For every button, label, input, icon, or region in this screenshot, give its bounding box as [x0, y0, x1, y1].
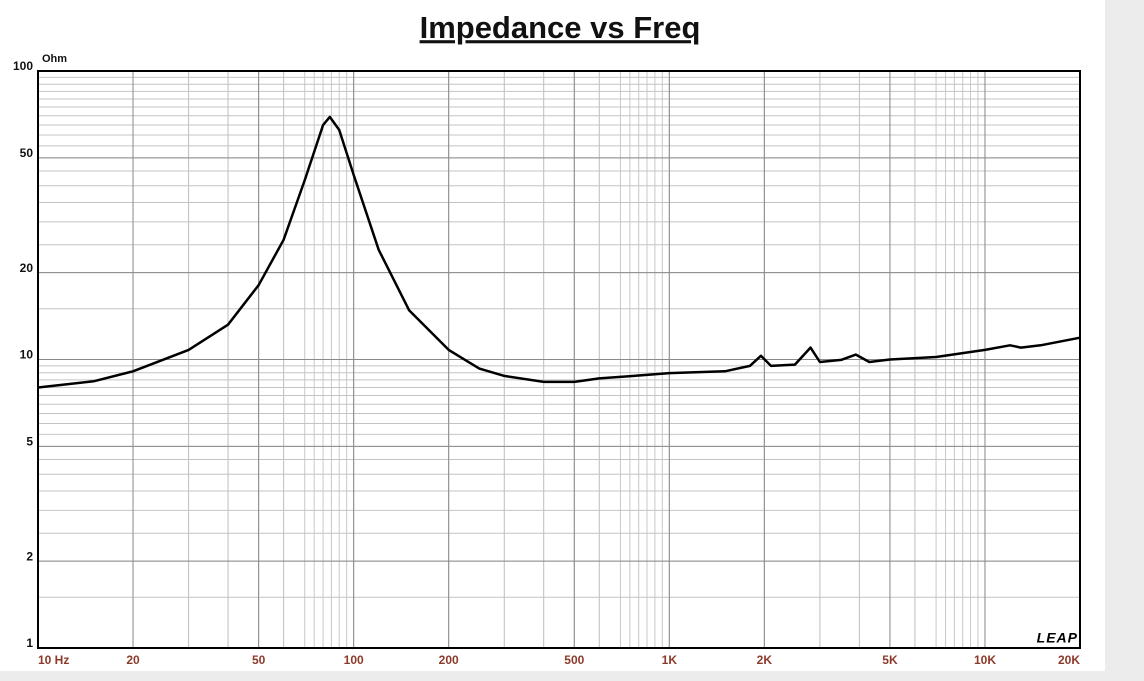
y-tick-label: 100 [13, 59, 33, 73]
x-tick-label: 20K [1058, 653, 1080, 667]
x-tick-label: 200 [439, 653, 459, 667]
grid [37, 70, 1081, 649]
x-tick-label: 10K [974, 653, 996, 667]
x-tick-label: 10 Hz [38, 653, 69, 667]
x-tick-label: 1K [662, 653, 678, 667]
y-tick-label: 2 [26, 549, 33, 563]
y-tick-label: 5 [26, 435, 33, 449]
plot-frame [37, 70, 1081, 649]
chart-title: Impedance vs Freq [420, 10, 701, 45]
y-tick-label: 1 [26, 636, 33, 650]
x-tick-label: 50 [252, 653, 266, 667]
x-tick-label: 500 [564, 653, 584, 667]
y-tick-label: 10 [20, 348, 34, 362]
y-tick-label: 20 [20, 261, 34, 275]
x-tick-label: 2K [757, 653, 773, 667]
x-tick-label: 20 [126, 653, 140, 667]
x-tick-label: 100 [344, 653, 364, 667]
x-tick-label: 5K [882, 653, 898, 667]
y-unit: Ohm [42, 53, 67, 65]
impedance-line [37, 115, 1081, 389]
bottom-strip [0, 671, 1144, 681]
y-tick-label: 50 [20, 146, 34, 160]
side-strip [1105, 0, 1144, 681]
logo: LEAP [1037, 630, 1078, 646]
